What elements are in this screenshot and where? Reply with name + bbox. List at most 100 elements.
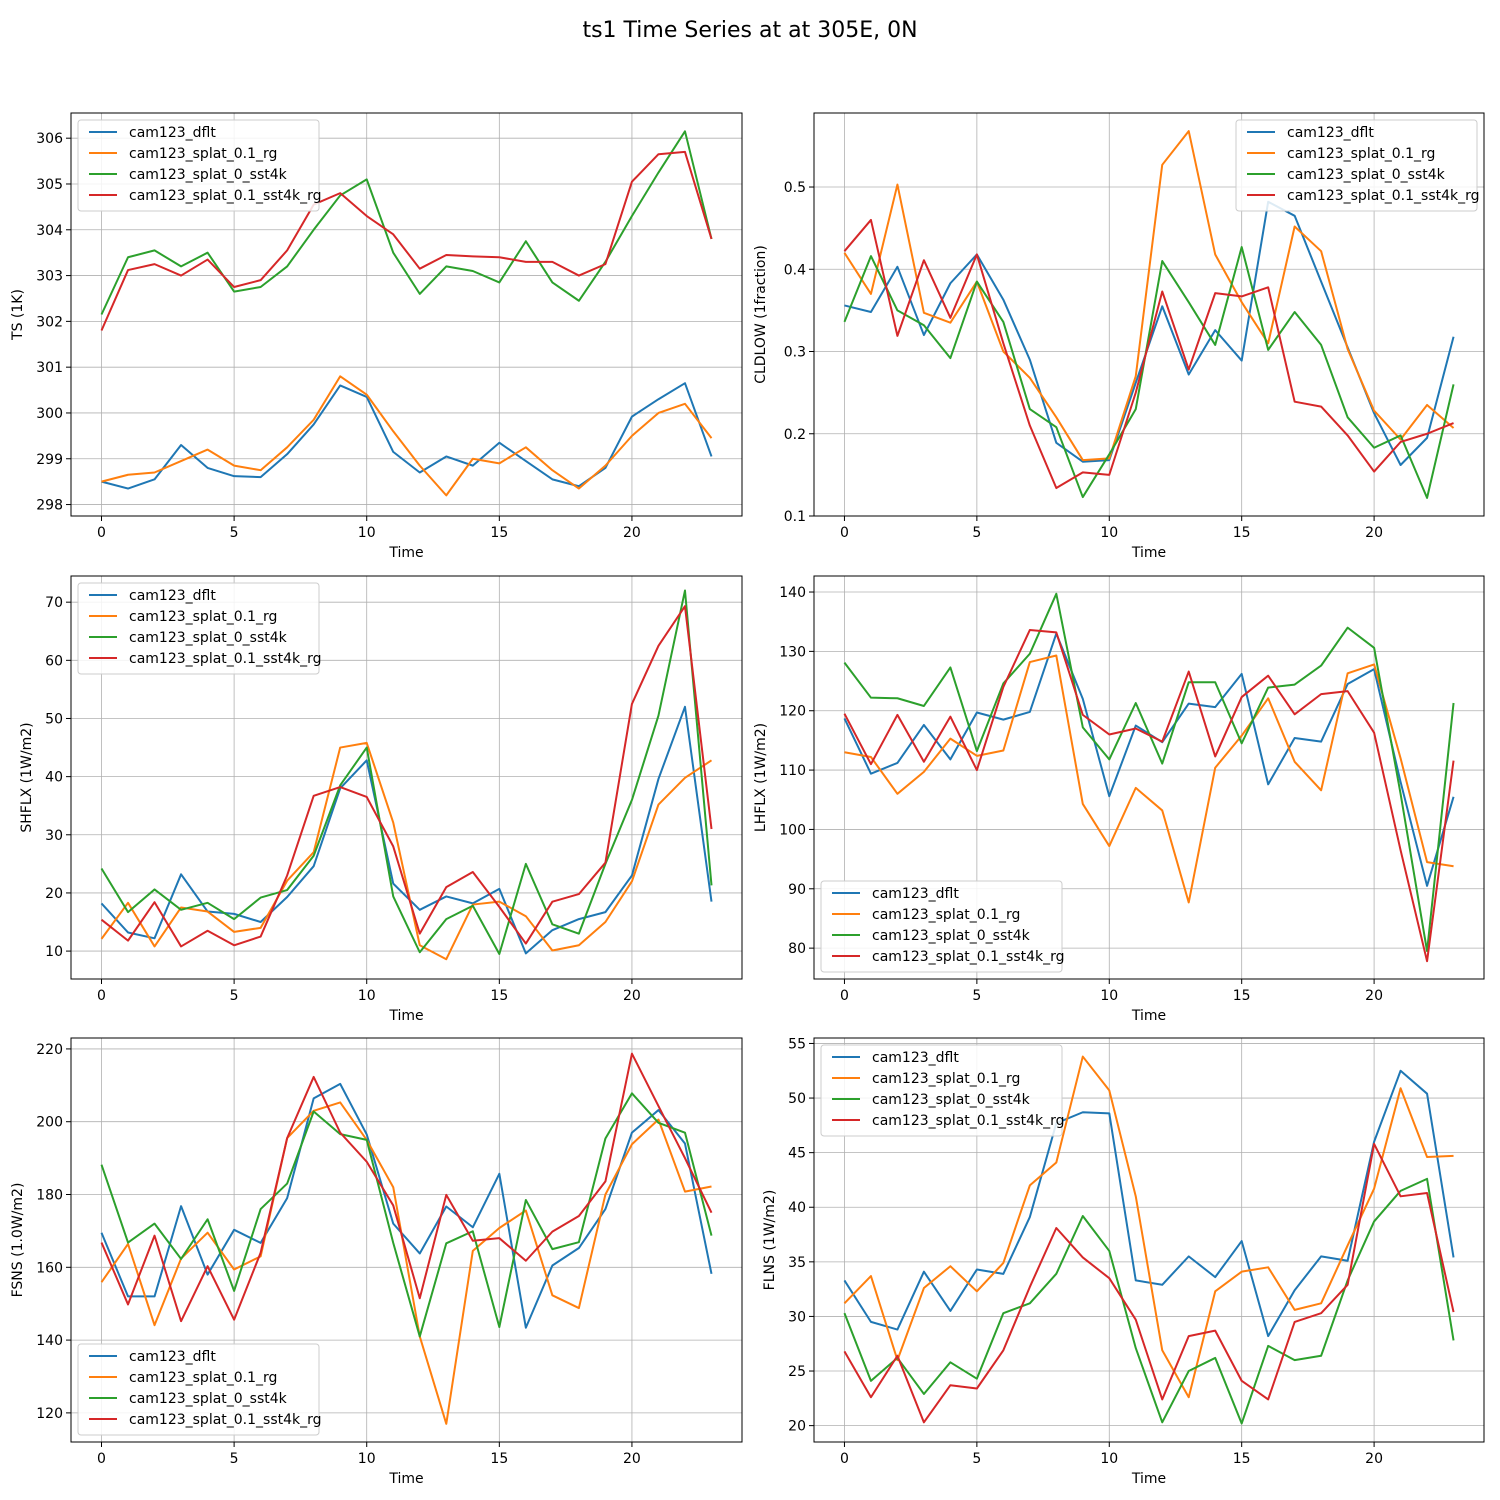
x-tick-label: 20 <box>623 988 641 1004</box>
legend-label: cam123_splat_0_sst4k <box>1287 167 1446 183</box>
x-axis-label: Time <box>1131 545 1166 561</box>
y-tick-label: 220 <box>36 1042 63 1058</box>
x-axis-label: Time <box>388 545 423 561</box>
x-tick-label: 15 <box>1233 988 1251 1004</box>
y-tick-label: 40 <box>45 770 63 786</box>
legend: cam123_dflt cam123_splat_0.1_rg cam123_spl… <box>77 119 322 212</box>
legend-label: cam123_splat_0.1_sst4k_rg <box>129 1412 322 1428</box>
y-axis-label: LHFLX (1W/m2) <box>753 723 769 832</box>
x-tick-label: 20 <box>1365 1451 1383 1467</box>
x-axis-label: Time <box>388 1471 423 1487</box>
series-lines <box>843 592 1455 963</box>
y-axis-label: FLNS (1W/m2) <box>762 1190 778 1291</box>
legend-label: cam123_splat_0_sst4k <box>129 630 288 646</box>
y-tick-label: 299 <box>36 452 63 468</box>
series-line-cam123_splat_0_sst4k <box>100 1092 713 1338</box>
legend-label: cam123_splat_0.1_sst4k_rg <box>872 1113 1065 1129</box>
y-ticks: 80 90 100 110 120 130 140 <box>779 585 814 957</box>
y-tick-label: 301 <box>36 360 63 376</box>
y-tick-label: 40 <box>788 1200 806 1216</box>
y-tick-label: 45 <box>788 1146 806 1162</box>
y-tick-label: 35 <box>788 1255 806 1271</box>
legend-label: cam123_splat_0.1_rg <box>1287 146 1435 162</box>
legend: cam123_dflt cam123_splat_0.1_rg cam123_spl… <box>820 1044 1065 1137</box>
y-tick-label: 30 <box>788 1309 806 1325</box>
series-line-cam123_splat_0.1_sst4k_rg <box>100 150 713 331</box>
y-axis-label: TS (1K) <box>10 289 26 341</box>
series-line-cam123_dflt <box>100 705 713 955</box>
x-tick-label: 15 <box>1233 1451 1251 1467</box>
x-axis-label: Time <box>1131 1471 1166 1487</box>
y-axis-label: CLDLOW (1fraction) <box>753 245 769 384</box>
x-tick-label: 0 <box>840 988 849 1004</box>
series-line-cam123_splat_0.1_sst4k_rg <box>843 1142 1455 1424</box>
series-line-cam123_splat_0_sst4k <box>843 592 1455 953</box>
series-line-cam123_splat_0.1_rg <box>844 654 1454 904</box>
x-tick-label: 0 <box>840 525 849 541</box>
series-line-cam123_dflt <box>843 1069 1455 1338</box>
x-tick-label: 5 <box>230 525 239 541</box>
y-tick-label: 100 <box>779 822 806 838</box>
x-tick-label: 10 <box>358 525 376 541</box>
series-line-cam123_dflt <box>100 1082 713 1329</box>
y-ticks: 0.1 0.2 0.3 0.4 0.5 <box>784 180 814 525</box>
y-tick-label: 80 <box>788 941 806 957</box>
legend-label: cam123_splat_0.1_rg <box>872 1071 1020 1087</box>
y-tick-label: 303 <box>36 269 63 285</box>
panel-cldlow: 0 5 10 15 20 0.1 0.2 0.3 0.4 0.5 Time CLDLOW (1frac… <box>753 112 1485 561</box>
legend: cam123_dflt cam123_splat_0.1_rg cam123_spl… <box>77 582 322 675</box>
y-tick-label: 298 <box>36 498 63 514</box>
x-tick-label: 15 <box>490 525 508 541</box>
x-tick-label: 5 <box>972 988 981 1004</box>
series-line-cam123_splat_0.1_sst4k_rg <box>100 605 713 948</box>
y-ticks: 120 140 160 180 200 220 <box>36 1042 71 1422</box>
y-tick-label: 160 <box>36 1260 63 1276</box>
y-tick-label: 305 <box>36 177 63 193</box>
y-tick-label: 120 <box>779 704 806 720</box>
y-tick-label: 90 <box>788 882 806 898</box>
series-lines <box>843 130 1455 499</box>
x-tick-label: 20 <box>1365 525 1383 541</box>
x-tick-label: 5 <box>230 1451 239 1467</box>
x-tick-label: 0 <box>97 525 106 541</box>
series-lines <box>843 1055 1455 1425</box>
legend-label: cam123_splat_0.1_sst4k_rg <box>1287 188 1480 204</box>
series-line-cam123_splat_0.1_rg <box>100 741 713 961</box>
x-tick-label: 20 <box>623 1451 641 1467</box>
y-tick-label: 25 <box>788 1364 806 1380</box>
axes-frame <box>70 1037 743 1443</box>
legend-box <box>77 119 320 212</box>
x-tick-label: 10 <box>1100 525 1118 541</box>
series-line-cam123_splat_0.1_sst4k_rg <box>843 218 1454 490</box>
legend-label: cam123_splat_0_sst4k <box>129 1391 288 1407</box>
series-line-cam123_splat_0_sst4k <box>100 130 713 315</box>
axes-frame <box>813 1037 1485 1443</box>
y-tick-label: 0.5 <box>784 180 806 196</box>
x-tick-label: 5 <box>972 525 981 541</box>
y-tick-label: 10 <box>45 944 63 960</box>
legend-label: cam123_dflt <box>872 886 959 902</box>
panel-fsns: 0 5 10 15 20 120 140 160 180 200 220 Time FSNS (1.0W… <box>10 1037 743 1487</box>
y-tick-label: 55 <box>788 1036 806 1052</box>
x-axis-label: Time <box>388 1008 423 1024</box>
x-ticks: 0 5 10 15 20 <box>840 516 1383 541</box>
y-tick-label: 302 <box>36 314 63 330</box>
axes-frame <box>813 575 1485 980</box>
series-line-cam123_splat_0.1_rg <box>100 1101 712 1425</box>
series-line-cam123_splat_0_sst4k <box>843 1177 1455 1425</box>
legend-label: cam123_splat_0.1_rg <box>129 1370 277 1386</box>
y-tick-label: 0.3 <box>784 345 806 361</box>
panel-shflx: 0 5 10 15 20 10 20 30 40 50 60 70 Time SHFLX (1W/m2) c… <box>19 575 743 1024</box>
series-line-cam123_splat_0.1_sst4k_rg <box>100 1052 713 1323</box>
y-tick-label: 70 <box>45 595 63 611</box>
y-ticks: 20 25 30 35 40 45 50 55 <box>788 1036 814 1435</box>
legend-box <box>1235 119 1478 212</box>
y-tick-label: 300 <box>36 406 63 422</box>
axes-frame <box>813 112 1485 517</box>
legend-label: cam123_splat_0_sst4k <box>129 167 288 183</box>
legend-box <box>820 1044 1063 1137</box>
series-line-cam123_dflt <box>843 632 1455 887</box>
series-line-cam123_splat_0_sst4k <box>100 589 713 955</box>
x-tick-label: 10 <box>1100 1451 1118 1467</box>
